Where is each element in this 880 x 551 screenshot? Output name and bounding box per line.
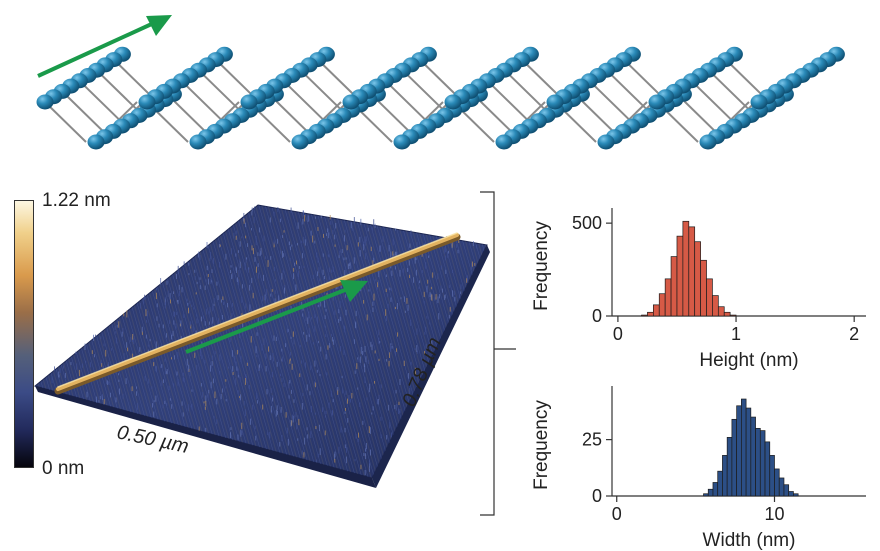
histogram-bar <box>722 455 728 497</box>
histogram-axes <box>611 208 866 317</box>
x-tick-label: 0 <box>613 324 623 344</box>
histogram-bar <box>764 441 771 497</box>
y-axis-label: Frequency <box>531 400 552 490</box>
histogram-bar <box>717 470 723 497</box>
x-axis-label: Height (nm) <box>699 350 798 371</box>
histogram-bar <box>664 278 672 317</box>
histogram-bar <box>682 220 690 317</box>
atom <box>648 94 666 110</box>
x-axis-label: Width (nm) <box>703 530 796 551</box>
histogram-bar <box>778 477 785 497</box>
histogram-bar <box>712 295 719 317</box>
atom <box>342 94 360 110</box>
atom <box>393 134 411 150</box>
atom <box>240 94 258 110</box>
lattice-direction-arrow <box>37 15 172 78</box>
histogram-bar <box>750 416 756 497</box>
x-tick-label: 2 <box>849 324 859 344</box>
histogram-bar <box>745 407 752 497</box>
atom <box>699 134 717 150</box>
histogram-bar <box>707 488 714 497</box>
atom <box>87 134 105 150</box>
histogram-bar <box>641 314 648 317</box>
histogram-bar <box>755 427 761 497</box>
histogram-bar <box>736 405 742 497</box>
nanofiber-ridge <box>54 232 461 395</box>
histogram-bar <box>647 311 654 317</box>
histogram-bar <box>703 493 709 497</box>
y-tick-label: 500 <box>572 213 602 233</box>
x-tick-label: 1 <box>731 324 741 344</box>
lattice-atoms <box>36 46 845 150</box>
histogram-bar <box>741 398 747 497</box>
histogram-bar <box>700 259 707 317</box>
atom <box>597 134 615 150</box>
histogram-bar <box>793 493 799 497</box>
atom <box>36 94 54 110</box>
histogram-bar <box>759 430 766 497</box>
atom <box>750 94 768 110</box>
fiber-direction-arrow <box>185 280 368 354</box>
histogram-bar <box>670 256 678 317</box>
y-tick-label: 0 <box>592 486 602 506</box>
height-colorbar <box>14 200 34 468</box>
colorbar-max-label: 1.22 nm <box>42 190 111 211</box>
y-tick-label: 0 <box>592 306 602 326</box>
histogram-bar <box>769 455 775 497</box>
histogram-bar <box>676 235 684 317</box>
histogram-bar <box>731 418 737 497</box>
atom <box>444 94 462 110</box>
y-axis-label: Frequency <box>531 221 552 311</box>
atom <box>189 134 207 150</box>
histogram-bar <box>688 226 696 317</box>
histogram-bar <box>774 468 780 497</box>
atom <box>495 134 513 150</box>
x-tick-label: 10 <box>764 504 784 524</box>
histogram-bar <box>652 304 660 317</box>
histogram-bar <box>788 491 794 497</box>
histogram-bar <box>712 482 719 497</box>
atom <box>546 94 564 110</box>
afm-surface-image: 0.50 µm 0.78 µm <box>33 191 516 516</box>
histogram-bar <box>729 314 737 317</box>
atom <box>291 134 309 150</box>
histogram-bar <box>726 437 733 497</box>
atom <box>138 94 156 110</box>
atomic-lattice-illustration <box>36 15 845 150</box>
histogram-bar <box>723 311 731 317</box>
histogram-bracket <box>480 191 516 516</box>
height-histogram: 0 1 2 0 500 Height (nm) Frequency <box>531 208 866 371</box>
histogram-bar <box>783 484 790 497</box>
histogram-bar <box>658 293 666 317</box>
histogram-bar <box>706 278 713 317</box>
histogram-bar <box>717 306 725 317</box>
width-histogram: 0 10 0 25 Width (nm) Frequency <box>531 386 866 551</box>
colorbar-min-label: 0 nm <box>42 458 85 479</box>
x-tick-label: 0 <box>612 504 622 524</box>
y-tick-label: 25 <box>582 430 602 450</box>
histogram-bar <box>694 241 701 317</box>
